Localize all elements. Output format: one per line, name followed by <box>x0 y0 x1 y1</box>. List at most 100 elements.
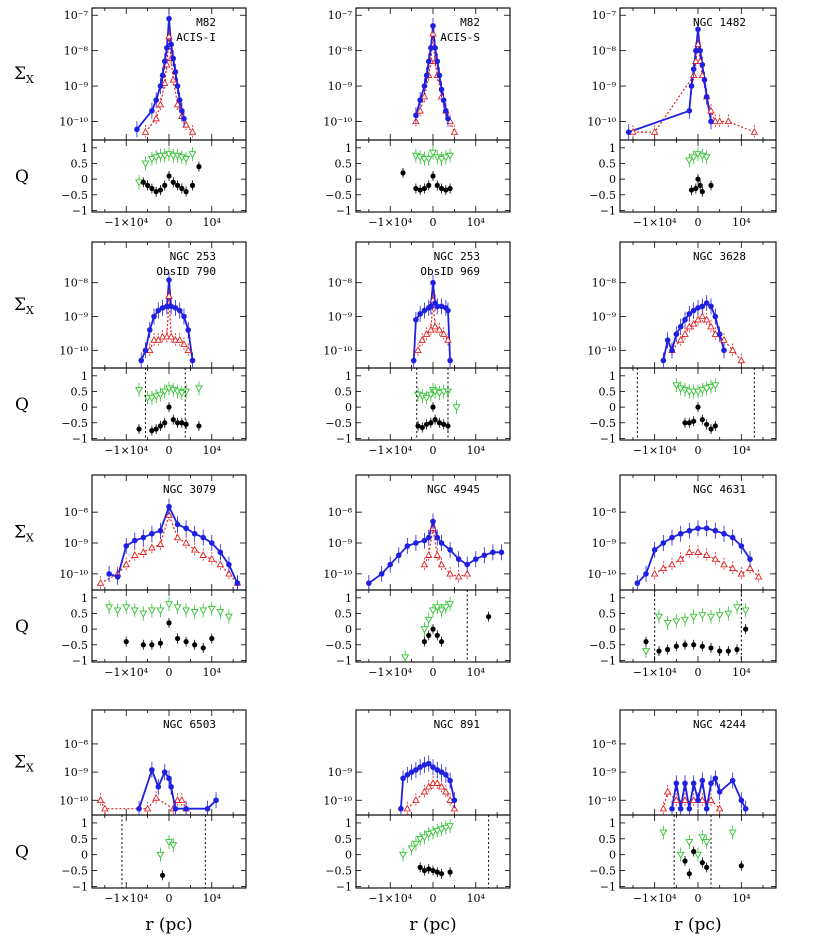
galaxy-label: NGC 4244 <box>693 718 746 731</box>
panel-7: −1×10⁴ 0 10⁴ 10⁻⁸ 10⁻⁹ 10⁻¹⁰ 1 0.5 0 −0.5 −1 NGC 30… <box>59 474 247 679</box>
q-hard-point <box>182 388 191 396</box>
q-tick-label: 1 <box>609 142 616 155</box>
y-tick-label: 10⁻¹⁰ <box>59 344 88 357</box>
q-hard-point <box>681 616 689 624</box>
hard-band-point <box>433 551 442 558</box>
hard-band-point <box>439 330 448 337</box>
y-tick-label: 10⁻⁹ <box>64 766 89 779</box>
q-tick-label: 1 <box>81 592 88 605</box>
q-tick-label: −0.5 <box>589 189 616 202</box>
q-hard-point <box>173 604 182 612</box>
q-soft-point <box>430 404 436 410</box>
galaxy-label: NGC 891 <box>434 718 480 731</box>
panel-6: −1×10⁴ 0 10⁴ 10⁻⁸ 10⁻⁹ 10⁻¹⁰ 1 0.5 0 −0.5 −1 NGC 36… <box>587 241 777 457</box>
q-hard-point <box>113 607 122 615</box>
hard-band-point <box>746 564 754 572</box>
q-soft-point <box>192 642 198 648</box>
q-hard-point <box>139 610 148 618</box>
q-tick-label: −1 <box>336 204 352 217</box>
q-soft-point <box>426 182 432 188</box>
total-band-point <box>200 534 207 541</box>
total-band-point <box>140 534 147 541</box>
total-band-point <box>447 547 453 553</box>
y-tick-label: 10⁻⁸ <box>328 45 353 58</box>
x-axis-label: r (pc) <box>145 915 192 935</box>
total-band-point <box>123 543 130 549</box>
q-soft-point <box>157 187 164 193</box>
q-soft-point <box>691 418 697 424</box>
hard-band-point <box>156 540 165 548</box>
hard-band-point <box>715 117 724 125</box>
sigma-symbol: Σ <box>14 753 26 773</box>
x-tick-label: 10⁴ <box>732 892 751 905</box>
y-tick-label: 10⁻¹⁰ <box>59 794 88 807</box>
y-tick-label: 10⁻⁸ <box>64 506 89 519</box>
hardness-plot <box>135 147 202 197</box>
q-tick-label: 1 <box>81 370 88 383</box>
q-soft-point <box>423 421 430 427</box>
q-tick-label: 0.5 <box>71 157 89 170</box>
q-soft-point <box>673 643 679 649</box>
q-hard-point <box>694 388 702 396</box>
q-tick-label: 0 <box>609 623 616 636</box>
hard-band-line <box>633 44 755 133</box>
q-hard-point <box>429 829 437 837</box>
q-tick-label: 0.5 <box>599 157 617 170</box>
q-hard-point <box>733 604 741 612</box>
x-tick-label: 0 <box>166 216 173 229</box>
total-band-point <box>677 805 684 812</box>
total-band-point <box>421 762 428 768</box>
q-hard-point <box>424 155 433 163</box>
hardness-plot <box>414 368 461 440</box>
total-band-point <box>161 769 168 775</box>
x-tick-label: −1×10⁴ <box>368 444 412 457</box>
q-tick-label: −0.5 <box>61 189 88 202</box>
y-tick-label: 10⁻⁸ <box>592 738 617 751</box>
hard-band-point <box>173 533 182 541</box>
x-tick-label: 0 <box>695 666 702 679</box>
q-hard-point <box>441 154 450 162</box>
q-tick-label: −1 <box>600 880 616 893</box>
hard-band-point <box>167 332 175 340</box>
q-soft-point <box>170 417 176 423</box>
y-axis-label-sigma: ΣX <box>14 523 34 545</box>
hard-band-point <box>101 804 109 812</box>
q-tick-label: 0 <box>81 401 88 414</box>
x-tick-label: −1×10⁴ <box>368 892 412 905</box>
q-soft-point <box>682 858 688 864</box>
x-tick-label: −1×10⁴ <box>633 216 677 229</box>
total-band-point <box>703 93 710 100</box>
y-axis-label-q: Q <box>15 395 29 415</box>
hard-band-point <box>724 117 733 125</box>
q-tick-label: 0.5 <box>599 607 617 620</box>
q-hard-point <box>437 155 446 163</box>
hardness-plot <box>400 145 455 196</box>
total-band-point <box>428 303 434 310</box>
total-band-point <box>438 769 445 775</box>
hard-band-point <box>707 322 715 330</box>
q-soft-point <box>209 635 215 642</box>
total-band-point <box>716 331 723 337</box>
q-soft-point <box>691 642 697 648</box>
total-band-point <box>669 347 675 354</box>
hard-band-point <box>96 579 105 586</box>
q-tick-label: −0.5 <box>61 417 88 430</box>
total-band-point <box>443 772 449 778</box>
total-band-point <box>174 521 181 528</box>
y-tick-label: 10⁻¹⁰ <box>587 568 616 581</box>
q-hard-point <box>429 149 437 157</box>
total-band-point <box>181 313 187 320</box>
galaxy-label: ACIS-I <box>176 31 216 44</box>
q-soft-point <box>699 189 705 195</box>
q-soft-point <box>153 189 159 195</box>
total-band-point <box>434 767 441 773</box>
hard-band-point <box>698 796 707 803</box>
hard-band-point <box>659 564 668 572</box>
y-tick-label: 10⁻¹⁰ <box>587 115 616 128</box>
panel-12: −1×10⁴ 0 10⁴ 10⁻⁸ 10⁻⁹ 10⁻¹⁰ 1 0.5 0 −0.5 −1 NGC 42… <box>587 709 777 905</box>
q-soft-point <box>704 864 710 870</box>
x-tick-label: 0 <box>430 666 437 679</box>
total-band-point <box>151 313 157 320</box>
q-hard-point <box>724 610 733 618</box>
hard-band-point <box>437 560 446 568</box>
